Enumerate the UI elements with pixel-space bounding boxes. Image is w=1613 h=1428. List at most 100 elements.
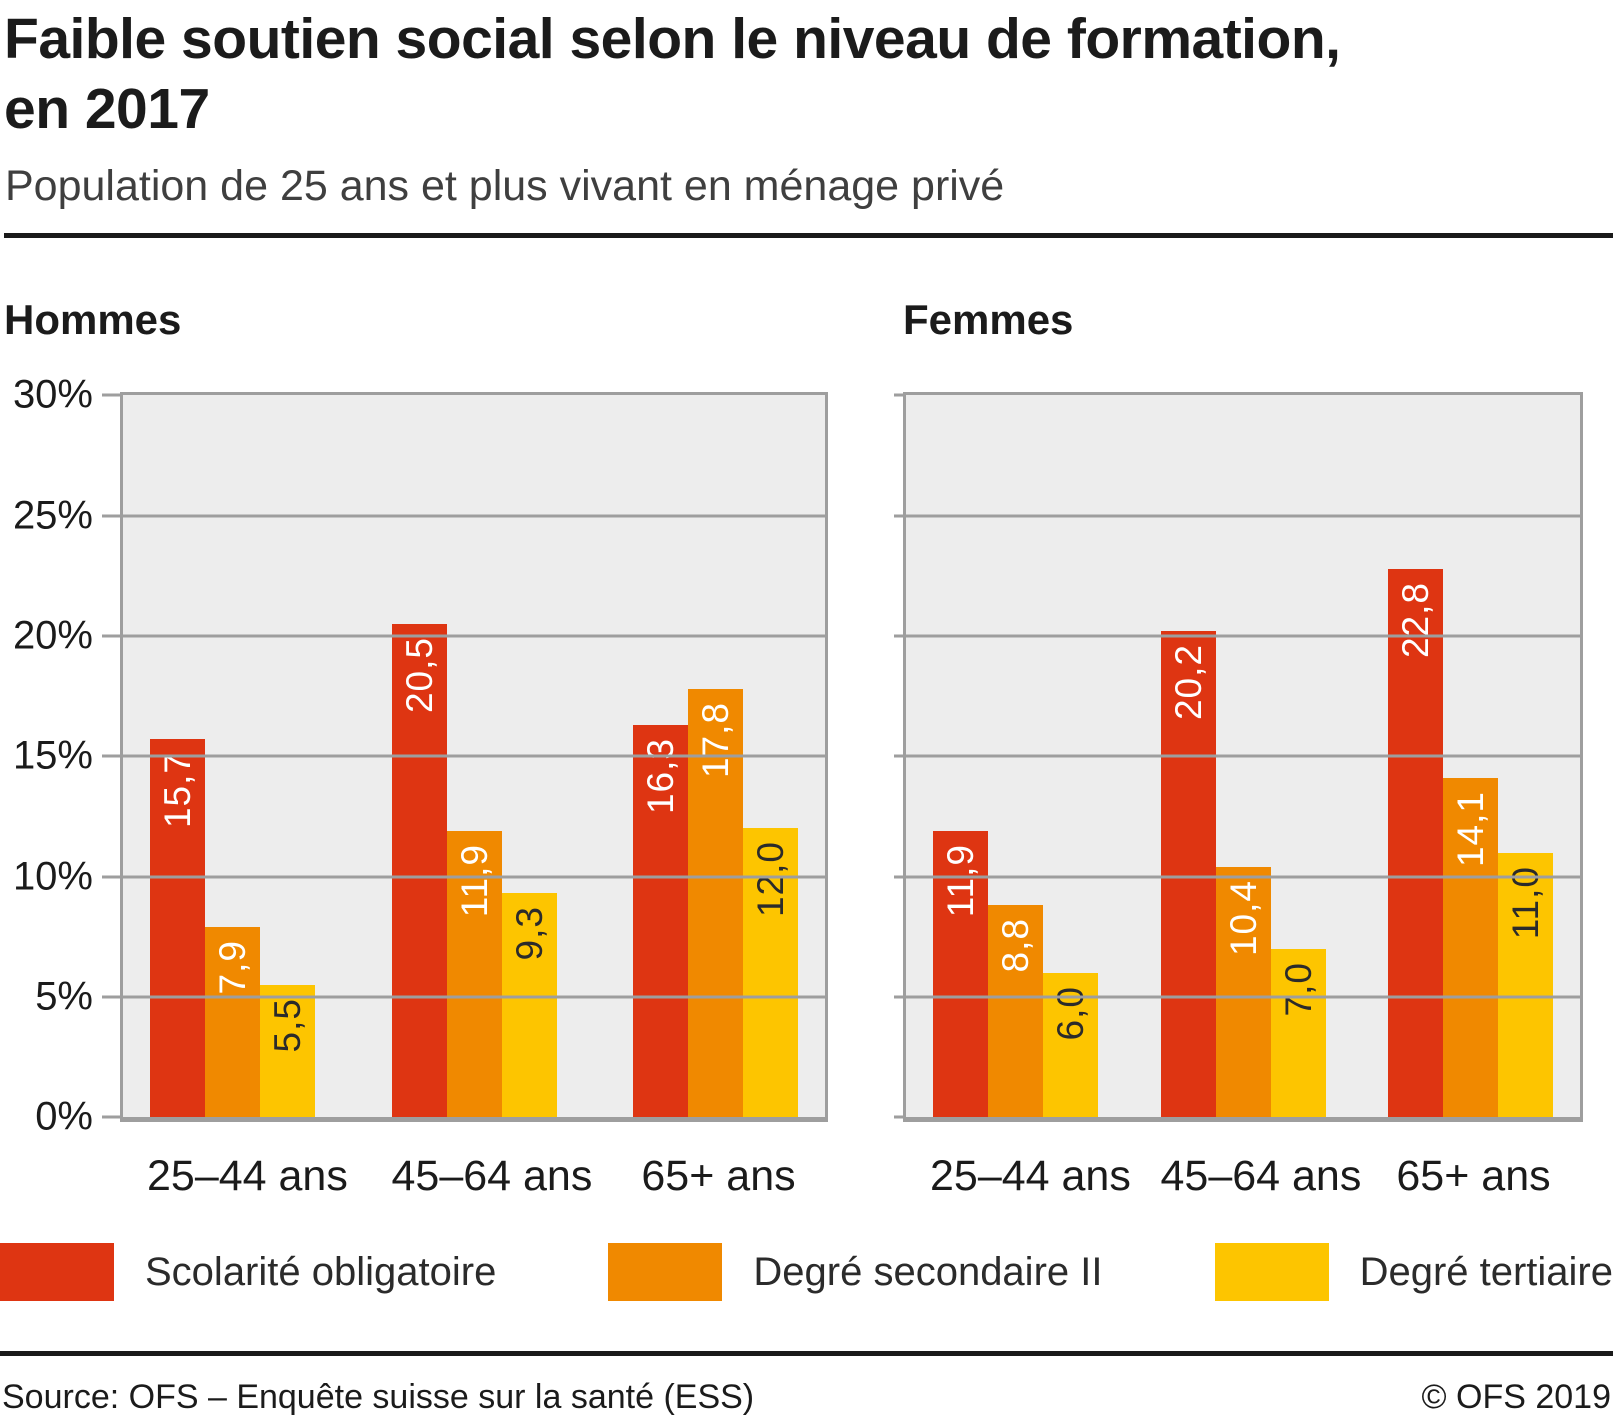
legend-swatch bbox=[608, 1243, 723, 1302]
plot-outer: 11,9 8,8 6,0 20,2 10,4 7,0 22,8 14,1 11,0 bbox=[828, 392, 1613, 1123]
x-category-label: 25–44 ans bbox=[930, 1152, 1131, 1201]
bar: 7,0 bbox=[1270, 948, 1326, 1118]
y-axis-tick bbox=[894, 393, 903, 397]
bar-value-label: 22,8 bbox=[1395, 581, 1436, 658]
bar: 16,3 bbox=[633, 724, 688, 1118]
bar: 20,2 bbox=[1160, 631, 1216, 1118]
bar: 11,0 bbox=[1498, 852, 1553, 1118]
y-axis-tick bbox=[102, 514, 120, 518]
gridline bbox=[906, 754, 1580, 758]
bars-layer: 11,9 8,8 6,0 20,2 10,4 7,0 22,8 14,1 11,0 bbox=[906, 395, 1580, 1118]
y-axis-tick bbox=[102, 754, 120, 758]
bar-value-label: 20,2 bbox=[1167, 644, 1209, 721]
legend-swatch bbox=[0, 1243, 114, 1302]
y-tick-label: 10% bbox=[12, 854, 93, 899]
legend-item: Scolarité obligatoire bbox=[0, 1243, 497, 1302]
y-axis-tick bbox=[102, 1115, 120, 1119]
x-category-label: 45–64 ans bbox=[1160, 1152, 1362, 1201]
bar-value-label: 10,4 bbox=[1222, 879, 1264, 956]
panel-femmes: Femmes 11,9 8,8 6,0 20,2 10,4 7,0 22,8 14,1 11,0… bbox=[828, 296, 1613, 1201]
gridline bbox=[123, 634, 825, 638]
bar-value-label: 7,0 bbox=[1277, 961, 1319, 1017]
bar-group: 15,7 7,9 5,5 bbox=[150, 395, 315, 1118]
panel-title-femmes: Femmes bbox=[903, 296, 1074, 344]
chart-title: Faible soutien social selon le niveau de… bbox=[4, 7, 1341, 142]
y-axis-tick bbox=[894, 1115, 903, 1119]
gridline bbox=[123, 875, 825, 879]
header-divider bbox=[4, 233, 1613, 239]
x-category-label: 45–64 ans bbox=[391, 1152, 593, 1201]
y-axis-tick bbox=[894, 514, 903, 518]
bar-value-label: 7,9 bbox=[212, 940, 253, 995]
bars-layer: 15,7 7,9 5,5 20,5 11,9 9,3 16,3 17,8 12,0 bbox=[123, 395, 825, 1118]
y-tick-label: 30% bbox=[12, 372, 93, 417]
bar: 11,9 bbox=[933, 830, 988, 1118]
charts-row: Hommes 15,7 7,9 5,5 20,5 11,9 9,3 16,3 17,8 12,0… bbox=[0, 296, 1613, 1201]
footer-divider bbox=[0, 1351, 1613, 1357]
bar: 15,7 bbox=[150, 739, 205, 1118]
bar-value-label: 6,0 bbox=[1050, 985, 1091, 1041]
bar-value-label: 15,7 bbox=[157, 752, 198, 829]
panel-hommes: Hommes 15,7 7,9 5,5 20,5 11,9 9,3 16,3 17,8 12,0… bbox=[0, 296, 828, 1201]
y-tick-label: 0% bbox=[35, 1094, 93, 1139]
chart-subtitle: Population de 25 ans et plus vivant en m… bbox=[5, 162, 1005, 211]
bar: 8,8 bbox=[988, 905, 1043, 1118]
x-axis-labels: 25–44 ans 45–64 ans 65+ ans bbox=[120, 1152, 828, 1201]
bar: 5,5 bbox=[260, 984, 315, 1118]
bar-value-label: 5,5 bbox=[267, 997, 308, 1053]
footer: Source: OFS – Enquête suisse sur la sant… bbox=[0, 1378, 1613, 1417]
legend-label: Degré secondaire II bbox=[753, 1249, 1103, 1294]
bar-value-label: 16,3 bbox=[640, 737, 681, 814]
x-category-label: 25–44 ans bbox=[147, 1152, 348, 1201]
legend: Scolarité obligatoire Degré secondaire II… bbox=[0, 1243, 1613, 1302]
y-axis-tick bbox=[102, 875, 120, 879]
y-tick-label: 15% bbox=[12, 733, 93, 778]
bar-value-label: 12,0 bbox=[750, 841, 791, 918]
y-axis-tick bbox=[102, 634, 120, 638]
bar-group: 22,8 14,1 11,0 bbox=[1388, 395, 1553, 1118]
gridline bbox=[906, 875, 1580, 879]
x-axis-labels: 25–44 ans 45–64 ans 65+ ans bbox=[903, 1152, 1583, 1201]
x-category-label: 65+ ans bbox=[1396, 1152, 1551, 1201]
bar-group: 20,2 10,4 7,0 bbox=[1160, 395, 1326, 1118]
bar-value-label: 17,8 bbox=[695, 701, 736, 778]
gridline bbox=[906, 995, 1580, 999]
panel-title-hommes: Hommes bbox=[4, 296, 182, 344]
gridline bbox=[906, 634, 1580, 638]
bar: 10,4 bbox=[1215, 866, 1271, 1118]
gridline bbox=[123, 995, 825, 999]
bar: 22,8 bbox=[1388, 568, 1443, 1118]
y-axis-tick bbox=[894, 634, 903, 638]
x-category-label: 65+ ans bbox=[641, 1152, 796, 1201]
bar: 12,0 bbox=[743, 828, 798, 1118]
source-text: Source: OFS – Enquête suisse sur la sant… bbox=[2, 1378, 755, 1417]
bar-value-label: 11,9 bbox=[453, 843, 495, 918]
bar: 17,8 bbox=[688, 688, 743, 1118]
legend-swatch bbox=[1214, 1243, 1329, 1302]
bar: 7,9 bbox=[205, 927, 260, 1118]
y-tick-label: 5% bbox=[35, 974, 93, 1019]
y-tick-label: 25% bbox=[12, 493, 93, 538]
legend-label: Degré tertiaire bbox=[1359, 1249, 1613, 1294]
bar-value-label: 9,3 bbox=[508, 906, 550, 961]
y-axis-tick bbox=[894, 995, 903, 999]
bar-value-label: 20,5 bbox=[398, 636, 440, 713]
bar: 9,3 bbox=[501, 893, 557, 1118]
bar-group: 11,9 8,8 6,0 bbox=[933, 395, 1098, 1118]
bar: 11,9 bbox=[446, 830, 502, 1118]
header: Faible soutien social selon le niveau de… bbox=[0, 0, 1613, 239]
y-axis-tick bbox=[102, 995, 120, 999]
legend-label: Scolarité obligatoire bbox=[145, 1249, 497, 1294]
plot-outer: 15,7 7,9 5,5 20,5 11,9 9,3 16,3 17,8 12,0 30% 25%… bbox=[0, 373, 828, 1139]
bar-value-label: 11,9 bbox=[940, 843, 981, 918]
bar-value-label: 8,8 bbox=[995, 918, 1036, 973]
gridline bbox=[123, 754, 825, 758]
gridline bbox=[123, 514, 825, 518]
y-axis-tick bbox=[102, 393, 120, 397]
plot-area: 15,7 7,9 5,5 20,5 11,9 9,3 16,3 17,8 12,0 30% 25%… bbox=[13, 373, 828, 1139]
plot-area: 11,9 8,8 6,0 20,2 10,4 7,0 22,8 14,1 11,0 bbox=[894, 392, 1583, 1123]
y-tick-label: 20% bbox=[12, 613, 93, 658]
y-axis-tick bbox=[894, 754, 903, 758]
legend-item: Degré tertiaire bbox=[1214, 1243, 1613, 1302]
